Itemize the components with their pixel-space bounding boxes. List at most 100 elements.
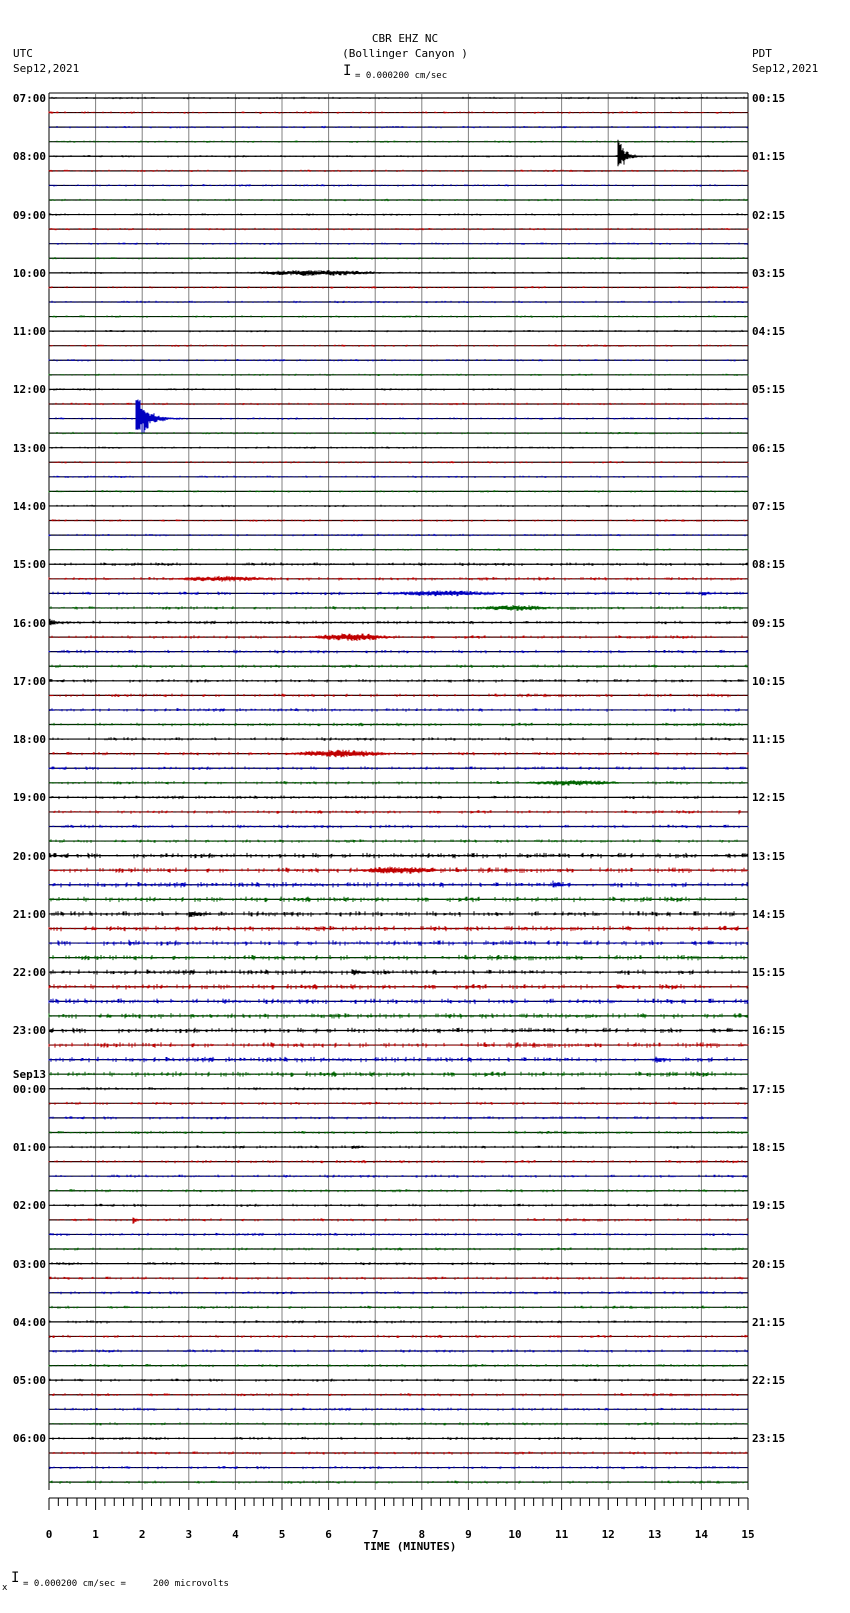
utc-hour-label: 19:00	[12, 791, 46, 805]
utc-hour-label: 16:00	[12, 616, 46, 630]
trace-row	[48, 1042, 749, 1048]
utc-date-label: Sep13	[12, 1067, 46, 1081]
x-tick-label: 0	[45, 1528, 53, 1541]
trace-row	[48, 1451, 749, 1455]
trace-row	[48, 125, 749, 129]
trace-row	[48, 169, 749, 172]
trace-row	[48, 911, 749, 918]
utc-hour-label: 03:00	[12, 1257, 46, 1271]
utc-hour-label: 04:00	[12, 1315, 46, 1329]
utc-hour-label: 18:00	[12, 733, 46, 747]
trace-row	[48, 766, 748, 770]
pdt-hour-label: 00:15	[752, 92, 786, 105]
trace-row	[48, 693, 749, 698]
trace-row	[48, 139, 749, 167]
x-axis-label: TIME (MINUTES)	[363, 1540, 457, 1553]
trace-row	[48, 475, 749, 478]
footer-scale-bar-icon: I	[11, 1570, 20, 1586]
trace-row	[48, 824, 749, 829]
trace-row	[48, 96, 749, 100]
trace-row	[48, 737, 749, 741]
pdt-hour-label: 11:15	[752, 733, 786, 747]
trace-row	[48, 184, 749, 187]
trace-row	[48, 198, 749, 202]
utc-hour-label: 14:00	[12, 499, 46, 513]
trace-row	[48, 359, 749, 362]
x-tick-label: 12	[601, 1528, 615, 1541]
trace-row	[48, 315, 749, 318]
utc-hour-label: 17:00	[12, 674, 46, 688]
trace-row	[48, 590, 749, 597]
x-tick-label: 4	[232, 1528, 239, 1541]
trace-row	[48, 1276, 749, 1280]
trace-row	[48, 1364, 749, 1368]
pdt-hour-label: 12:15	[752, 791, 786, 805]
trace-row	[48, 1378, 749, 1382]
trace-row	[48, 1160, 749, 1164]
trace-row	[48, 852, 749, 859]
footer-marker: x	[2, 1583, 8, 1593]
trace-row	[48, 140, 749, 143]
trace-row	[48, 1116, 749, 1120]
trace-row	[48, 300, 749, 304]
trace-row	[48, 780, 749, 786]
x-tick-label: 11	[554, 1528, 569, 1541]
pdt-hour-label: 13:15	[752, 849, 786, 863]
right-timezone: PDT	[752, 47, 772, 60]
trace-row	[48, 1232, 749, 1236]
trace-row	[48, 431, 749, 435]
trace-row	[48, 1027, 749, 1034]
trace-row	[48, 575, 749, 582]
trace-row	[48, 548, 749, 551]
x-tick-label: 14	[694, 1528, 709, 1541]
x-tick-label: 2	[138, 1528, 146, 1541]
trace-row	[48, 1305, 749, 1309]
trace-row	[48, 1203, 749, 1207]
x-tick-label: 8	[418, 1528, 426, 1541]
trace-row	[48, 984, 749, 990]
trace-row	[48, 1466, 749, 1470]
trace-row	[48, 605, 749, 611]
trace-row	[48, 1013, 749, 1019]
scale-label: = 0.000200 cm/sec	[355, 71, 448, 81]
trace-row	[48, 373, 749, 376]
utc-hour-label: 20:00	[12, 849, 46, 863]
trace-row	[48, 1217, 749, 1224]
pdt-hour-label: 04:15	[752, 325, 786, 339]
pdt-hour-label: 16:15	[752, 1024, 786, 1038]
utc-hour-label: 12:00	[12, 383, 46, 397]
trace-row	[48, 242, 749, 245]
trace-row	[48, 925, 749, 932]
trace-row	[48, 257, 749, 260]
trace-row	[48, 939, 749, 946]
utc-hour-label: 07:00	[12, 92, 46, 105]
trace-row	[48, 402, 749, 406]
trace-row	[48, 618, 749, 626]
trace-row	[48, 1349, 749, 1353]
trace-row	[48, 490, 749, 493]
trace-row	[48, 810, 749, 815]
trace-row	[48, 213, 749, 216]
pdt-hour-label: 01:15	[752, 150, 786, 164]
trace-row	[48, 111, 749, 114]
trace-row	[48, 1436, 749, 1440]
utc-hour-label: 02:00	[12, 1199, 46, 1213]
pdt-hour-label: 22:15	[752, 1374, 786, 1388]
pdt-hour-label: 10:15	[752, 674, 786, 688]
pdt-hour-label: 08:15	[752, 558, 786, 572]
x-tick-label: 9	[465, 1528, 472, 1541]
trace-row	[48, 286, 749, 289]
trace-row	[48, 562, 749, 566]
pdt-hour-label: 02:15	[752, 208, 786, 222]
x-tick-label: 10	[508, 1528, 522, 1541]
trace-row	[48, 749, 749, 758]
trace-row	[48, 519, 749, 522]
trace-row	[48, 839, 749, 843]
pdt-hour-label: 06:15	[752, 441, 786, 455]
trace-row	[48, 1320, 749, 1324]
trace-row	[48, 1407, 749, 1411]
trace-row	[48, 1056, 749, 1063]
trace-row	[48, 1480, 749, 1484]
trace-row	[48, 998, 749, 1005]
utc-hour-label: 11:00	[12, 325, 46, 339]
